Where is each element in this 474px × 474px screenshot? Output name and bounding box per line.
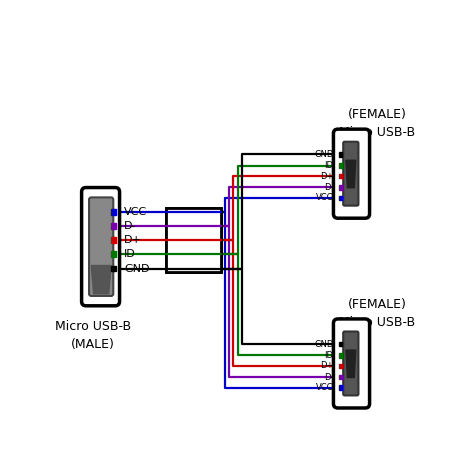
Bar	[166, 208, 221, 272]
Text: D-: D-	[324, 373, 333, 382]
Text: (FEMALE): (FEMALE)	[347, 298, 407, 311]
Bar	[338, 385, 342, 390]
Bar	[338, 164, 342, 168]
Polygon shape	[91, 265, 111, 294]
Text: GND: GND	[314, 150, 333, 159]
Bar	[338, 342, 342, 346]
Bar	[338, 196, 342, 200]
Text: Micro USB-B: Micro USB-B	[55, 319, 131, 333]
Text: Micro USB-B: Micro USB-B	[339, 316, 415, 329]
Text: D+: D+	[320, 172, 333, 181]
Text: GND: GND	[124, 264, 150, 273]
FancyBboxPatch shape	[333, 319, 370, 408]
Text: GND: GND	[314, 340, 333, 349]
Text: VCC: VCC	[124, 207, 147, 217]
Bar	[338, 152, 342, 156]
FancyBboxPatch shape	[82, 188, 119, 306]
Polygon shape	[346, 160, 356, 188]
Bar	[166, 208, 221, 272]
FancyBboxPatch shape	[343, 331, 358, 395]
Text: ID: ID	[324, 351, 333, 360]
Text: VCC: VCC	[316, 193, 333, 202]
Text: D-: D-	[124, 221, 137, 231]
FancyBboxPatch shape	[89, 197, 113, 296]
Text: D+: D+	[124, 235, 142, 245]
Bar	[111, 223, 116, 229]
Text: (FEMALE): (FEMALE)	[347, 108, 407, 121]
Text: ID: ID	[124, 249, 136, 259]
Text: VCC: VCC	[316, 383, 333, 392]
Bar	[338, 174, 342, 178]
Text: ID: ID	[324, 161, 333, 170]
Bar	[111, 251, 116, 257]
Text: D-: D-	[324, 183, 333, 192]
Text: D+: D+	[320, 361, 333, 370]
Bar	[338, 375, 342, 379]
FancyBboxPatch shape	[343, 142, 358, 206]
Text: Micro USB-B: Micro USB-B	[339, 126, 415, 139]
Bar	[338, 185, 342, 190]
Bar	[111, 265, 116, 272]
Text: (MALE): (MALE)	[72, 338, 115, 351]
FancyBboxPatch shape	[333, 129, 370, 218]
Bar	[338, 353, 342, 357]
Polygon shape	[346, 350, 356, 377]
Bar	[338, 364, 342, 368]
Bar	[111, 237, 116, 243]
Bar	[111, 209, 116, 215]
